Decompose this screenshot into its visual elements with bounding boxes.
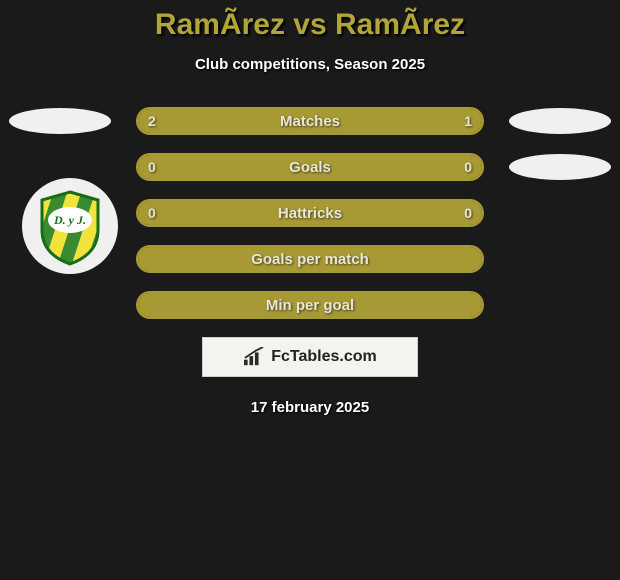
stat-label: Hattricks — [278, 205, 342, 222]
stat-row: 2 1 Matches — [0, 107, 620, 135]
brand-text: FcTables.com — [271, 348, 377, 366]
stat-value-right: 1 — [464, 113, 472, 129]
stat-bar: 0 0 Hattricks — [136, 199, 484, 227]
stat-label: Goals — [289, 159, 331, 176]
stat-row: Min per goal — [0, 291, 620, 319]
badge-text: D. y J. — [53, 213, 86, 227]
stat-bar: Min per goal — [136, 291, 484, 319]
date-text: 17 february 2025 — [0, 399, 620, 416]
bar-chart-icon — [243, 347, 265, 367]
page-title: RamÃ­rez vs RamÃ­rez — [0, 8, 620, 42]
page-subtitle: Club competitions, Season 2025 — [0, 56, 620, 73]
stat-value-left: 2 — [148, 113, 156, 129]
player-oval-left — [9, 108, 111, 134]
stat-label: Goals per match — [251, 251, 369, 268]
badge-circle: D. y J. — [22, 178, 118, 274]
stat-value-left: 0 — [148, 159, 156, 175]
player-oval-right — [509, 108, 611, 134]
stat-bar: 2 1 Matches — [136, 107, 484, 135]
stat-value-right: 0 — [464, 159, 472, 175]
player-oval-right — [509, 154, 611, 180]
shield-icon: D. y J. — [38, 190, 102, 266]
stat-label: Matches — [280, 113, 340, 130]
stat-value-left: 0 — [148, 205, 156, 221]
stat-label: Min per goal — [266, 297, 354, 314]
stat-value-right: 0 — [464, 205, 472, 221]
stat-bar: Goals per match — [136, 245, 484, 273]
stat-row: 0 0 Goals — [0, 153, 620, 181]
comparison-infographic: RamÃ­rez vs RamÃ­rez Club competitions, … — [0, 0, 620, 580]
stat-bar: 0 0 Goals — [136, 153, 484, 181]
brand-box: FcTables.com — [202, 337, 418, 377]
team-badge: D. y J. — [22, 178, 118, 274]
